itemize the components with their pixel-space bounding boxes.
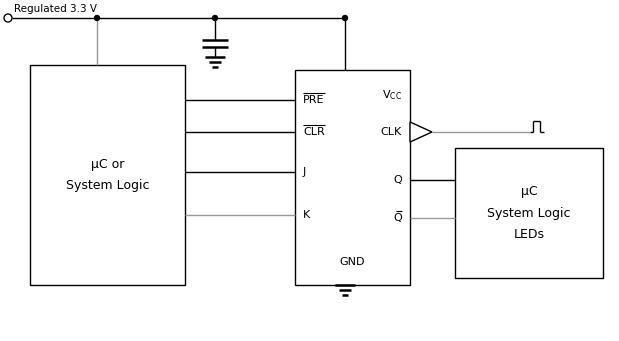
Text: Q: Q — [393, 213, 402, 223]
Text: µC
System Logic
LEDs: µC System Logic LEDs — [487, 186, 571, 240]
Bar — [295, 70, 410, 285]
Text: V$_{\rm CC}$: V$_{\rm CC}$ — [382, 88, 402, 102]
Text: K: K — [303, 210, 310, 220]
Circle shape — [95, 15, 100, 20]
Circle shape — [342, 15, 347, 20]
Text: Regulated 3.3 V: Regulated 3.3 V — [14, 4, 97, 14]
Bar — [455, 148, 603, 278]
Circle shape — [212, 15, 217, 20]
Text: J: J — [303, 167, 306, 177]
Text: PRE: PRE — [303, 95, 324, 105]
Text: Q: Q — [393, 175, 402, 185]
Polygon shape — [410, 122, 432, 142]
Bar — [30, 65, 185, 285]
Text: CLK: CLK — [381, 127, 402, 137]
Text: CLR: CLR — [303, 127, 325, 137]
Text: µC or
System Logic: µC or System Logic — [66, 158, 149, 192]
Text: GND: GND — [339, 257, 365, 267]
